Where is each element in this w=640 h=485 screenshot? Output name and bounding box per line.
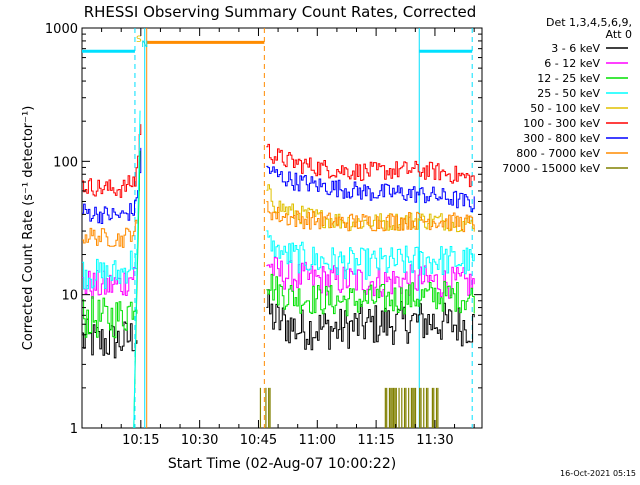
legend-entry-label: 12 - 25 keV — [537, 72, 600, 85]
x-axis-label: Start Time (02-Aug-07 10:00:22) — [168, 456, 396, 472]
legend-entry-label: 6 - 12 keV — [544, 57, 600, 70]
legend-entry-label: 25 - 50 keV — [537, 87, 600, 100]
x-tick-label: 10:15 — [122, 433, 159, 448]
rise-trace-1 — [133, 110, 141, 429]
legend-entry-label: 50 - 100 keV — [530, 102, 600, 115]
series-line-6-post — [266, 165, 475, 213]
x-axis: 10:15 10:30 10:45 11:00 11:15 11:30 — [101, 28, 475, 448]
series-line-7-post — [266, 201, 475, 233]
y-tick-label: 1000 — [45, 22, 78, 37]
legend: Det 1,3,4,5,6,9,Att 0 3 - 6 keV 6 - 12 keV… — [502, 16, 632, 175]
legend-entry-label: 7000 - 15000 keV — [502, 162, 600, 175]
series-line-7-pre — [82, 219, 138, 248]
plot-frame — [81, 27, 483, 429]
legend-entry-label: 300 - 800 keV — [523, 132, 600, 145]
series-line-6-pre — [82, 147, 142, 224]
y-tick-label: 1 — [70, 422, 78, 437]
series-line-2-post — [266, 273, 475, 317]
series-line-1-post — [266, 256, 475, 299]
legend-entry-label: 800 - 7000 keV — [516, 147, 600, 160]
legend-entry-label: 3 - 6 keV — [551, 42, 600, 55]
chart-title: RHESSI Observing Summary Count Rates, Co… — [84, 3, 477, 21]
y-tick-label: 100 — [53, 155, 78, 170]
x-tick-label: 11:15 — [357, 433, 394, 448]
footer-timestamp: 16-Oct-2021 05:15 — [560, 469, 636, 478]
series-line-3-post — [266, 230, 475, 280]
flag-s: S — [136, 35, 142, 45]
x-tick-label: 10:45 — [240, 433, 277, 448]
y-axis: 1 10 100 1000 — [45, 22, 482, 437]
legend-header-line: Att 0 — [606, 28, 632, 41]
y-axis-label: Corrected Count Rate (s⁻¹ detector⁻¹) — [21, 106, 36, 351]
series-line-3-pre — [82, 248, 138, 290]
series-line-5-pre — [82, 124, 142, 198]
legend-entry-label: 100 - 300 keV — [523, 117, 600, 130]
series-line-0-post — [266, 289, 475, 351]
y-tick-label: 10 — [61, 289, 78, 304]
series-line-2-pre — [82, 296, 138, 339]
legend-header-line: Det 1,3,4,5,6,9, — [546, 16, 632, 29]
x-tick-label: 11:00 — [299, 433, 336, 448]
series-line-5-post — [266, 143, 475, 188]
x-tick-label: 10:30 — [181, 433, 218, 448]
series-line-1-pre — [82, 267, 138, 299]
flag-n: N — [141, 40, 148, 50]
x-tick-label: 11:30 — [416, 433, 453, 448]
